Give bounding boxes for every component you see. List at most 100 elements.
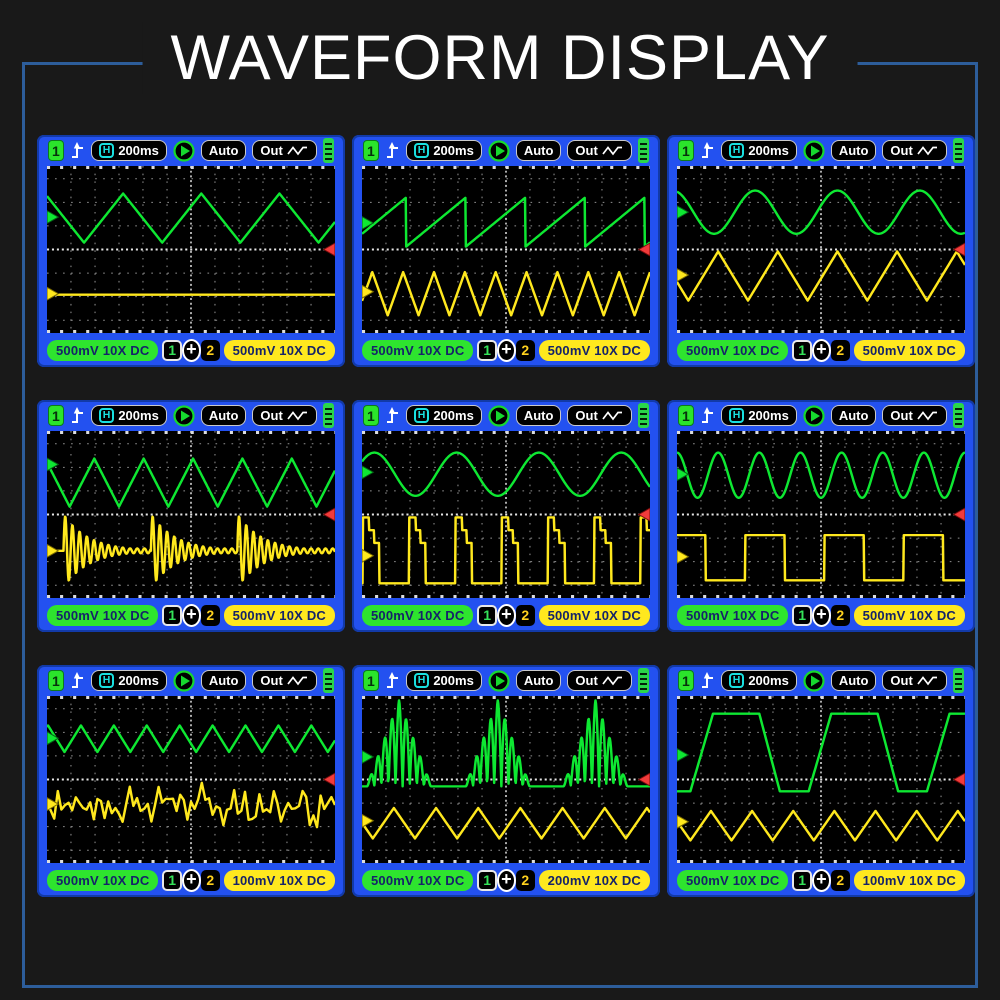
ch2-select-badge[interactable]: 2 xyxy=(831,604,850,626)
ch2-settings-badge[interactable]: 500mV 10X DC xyxy=(853,604,966,626)
timebase-badge[interactable]: H 200ms xyxy=(720,670,797,691)
ch2-settings-badge[interactable]: 100mV 10X DC xyxy=(223,869,336,891)
timebase-badge[interactable]: H 200ms xyxy=(90,140,167,161)
timebase-badge[interactable]: H 200ms xyxy=(90,670,167,691)
output-badge[interactable]: Out xyxy=(882,140,947,161)
run-play-button[interactable] xyxy=(173,139,195,162)
ch1-select-badge[interactable]: 1 xyxy=(162,339,182,361)
timebase-badge[interactable]: H 200ms xyxy=(405,670,482,691)
trigger-edge-icon[interactable] xyxy=(700,141,715,160)
timebase-badge[interactable]: H 200ms xyxy=(405,405,482,426)
trigger-edge-icon[interactable] xyxy=(70,141,85,160)
ch1-settings-badge[interactable]: 500mV 10X DC xyxy=(47,604,159,626)
run-play-button[interactable] xyxy=(488,139,510,162)
trigger-mode-badge[interactable]: Auto xyxy=(200,140,247,161)
ch2-select-badge[interactable]: 2 xyxy=(201,339,220,361)
ch1-select-badge[interactable]: 1 xyxy=(792,339,812,361)
trigger-mode-badge[interactable]: Auto xyxy=(515,405,562,426)
ch2-settings-badge[interactable]: 500mV 10X DC xyxy=(538,604,651,626)
output-badge[interactable]: Out xyxy=(882,405,947,426)
run-play-button[interactable] xyxy=(803,139,825,162)
trigger-mode-badge[interactable]: Auto xyxy=(200,405,247,426)
ch1-settings-badge[interactable]: 500mV 10X DC xyxy=(47,339,159,361)
output-badge[interactable]: Out xyxy=(882,670,947,691)
ch2-settings-badge[interactable]: 500mV 10X DC xyxy=(853,339,966,361)
ch2-select-badge[interactable]: 2 xyxy=(831,869,850,891)
ch2-settings-badge[interactable]: 500mV 10X DC xyxy=(223,604,336,626)
output-badge[interactable]: Out xyxy=(567,405,632,426)
output-badge[interactable]: Out xyxy=(252,140,317,161)
ch1-select-badge[interactable]: 1 xyxy=(792,604,812,626)
run-play-button[interactable] xyxy=(803,404,825,427)
ch1-settings-badge[interactable]: 500mV 10X DC xyxy=(362,869,474,891)
trigger-edge-icon[interactable] xyxy=(385,141,400,160)
ch2-settings-badge[interactable]: 500mV 10X DC xyxy=(223,339,336,361)
run-play-button[interactable] xyxy=(488,404,510,427)
run-play-button[interactable] xyxy=(488,669,510,692)
output-badge[interactable]: Out xyxy=(252,405,317,426)
timebase-badge[interactable]: H 200ms xyxy=(720,405,797,426)
trigger-mode-badge[interactable]: Auto xyxy=(830,670,877,691)
trigger-mode-badge[interactable]: Auto xyxy=(515,670,562,691)
channel-1-badge[interactable]: 1 xyxy=(363,670,379,691)
ch2-select-badge[interactable]: 2 xyxy=(831,339,850,361)
add-channel-button[interactable]: + xyxy=(181,603,202,627)
channel-1-badge[interactable]: 1 xyxy=(363,405,379,426)
trigger-edge-icon[interactable] xyxy=(700,671,715,690)
ch2-settings-badge[interactable]: 100mV 10X DC xyxy=(853,869,966,891)
ch1-settings-badge[interactable]: 500mV 10X DC xyxy=(47,869,159,891)
ch2-select-badge[interactable]: 2 xyxy=(516,604,535,626)
add-channel-button[interactable]: + xyxy=(811,338,832,362)
timebase-badge[interactable]: H 200ms xyxy=(90,405,167,426)
channel-1-badge[interactable]: 1 xyxy=(48,670,64,691)
ch2-select-badge[interactable]: 2 xyxy=(516,339,535,361)
trigger-mode-badge[interactable]: Auto xyxy=(830,140,877,161)
ch2-settings-badge[interactable]: 500mV 10X DC xyxy=(538,339,651,361)
ch1-settings-badge[interactable]: 500mV 10X DC xyxy=(677,604,789,626)
add-channel-button[interactable]: + xyxy=(811,868,832,892)
trigger-edge-icon[interactable] xyxy=(700,406,715,425)
channel-1-badge[interactable]: 1 xyxy=(678,140,694,161)
ch2-select-badge[interactable]: 2 xyxy=(201,869,220,891)
trigger-edge-icon[interactable] xyxy=(70,671,85,690)
ch1-settings-badge[interactable]: 500mV 10X DC xyxy=(362,339,474,361)
output-badge[interactable]: Out xyxy=(567,670,632,691)
channel-1-badge[interactable]: 1 xyxy=(678,670,694,691)
add-channel-button[interactable]: + xyxy=(496,868,517,892)
ch1-settings-badge[interactable]: 500mV 10X DC xyxy=(677,339,789,361)
trigger-level-marker xyxy=(322,772,335,787)
ch2-select-badge[interactable]: 2 xyxy=(201,604,220,626)
ch2-settings-badge[interactable]: 200mV 10X DC xyxy=(538,869,651,891)
trigger-edge-icon[interactable] xyxy=(70,406,85,425)
ch1-select-badge[interactable]: 1 xyxy=(477,604,497,626)
trigger-edge-icon[interactable] xyxy=(385,671,400,690)
channel-1-badge[interactable]: 1 xyxy=(48,140,64,161)
trigger-edge-icon[interactable] xyxy=(385,406,400,425)
ch1-select-badge[interactable]: 1 xyxy=(162,604,182,626)
ch1-select-badge[interactable]: 1 xyxy=(792,869,812,891)
add-channel-button[interactable]: + xyxy=(181,338,202,362)
ch1-select-badge[interactable]: 1 xyxy=(477,869,497,891)
trigger-mode-badge[interactable]: Auto xyxy=(515,140,562,161)
output-badge[interactable]: Out xyxy=(567,140,632,161)
add-channel-button[interactable]: + xyxy=(496,603,517,627)
channel-1-badge[interactable]: 1 xyxy=(678,405,694,426)
trigger-mode-badge[interactable]: Auto xyxy=(200,670,247,691)
output-badge[interactable]: Out xyxy=(252,670,317,691)
channel-1-badge[interactable]: 1 xyxy=(48,405,64,426)
ch1-settings-badge[interactable]: 500mV 10X DC xyxy=(362,604,474,626)
add-channel-button[interactable]: + xyxy=(496,338,517,362)
run-play-button[interactable] xyxy=(173,404,195,427)
ch2-select-badge[interactable]: 2 xyxy=(516,869,535,891)
trigger-mode-badge[interactable]: Auto xyxy=(830,405,877,426)
ch1-select-badge[interactable]: 1 xyxy=(162,869,182,891)
run-play-button[interactable] xyxy=(803,669,825,692)
add-channel-button[interactable]: + xyxy=(811,603,832,627)
timebase-badge[interactable]: H 200ms xyxy=(405,140,482,161)
timebase-badge[interactable]: H 200ms xyxy=(720,140,797,161)
ch1-settings-badge[interactable]: 500mV 10X DC xyxy=(677,869,789,891)
add-channel-button[interactable]: + xyxy=(181,868,202,892)
channel-1-badge[interactable]: 1 xyxy=(363,140,379,161)
run-play-button[interactable] xyxy=(173,669,195,692)
ch1-select-badge[interactable]: 1 xyxy=(477,339,497,361)
